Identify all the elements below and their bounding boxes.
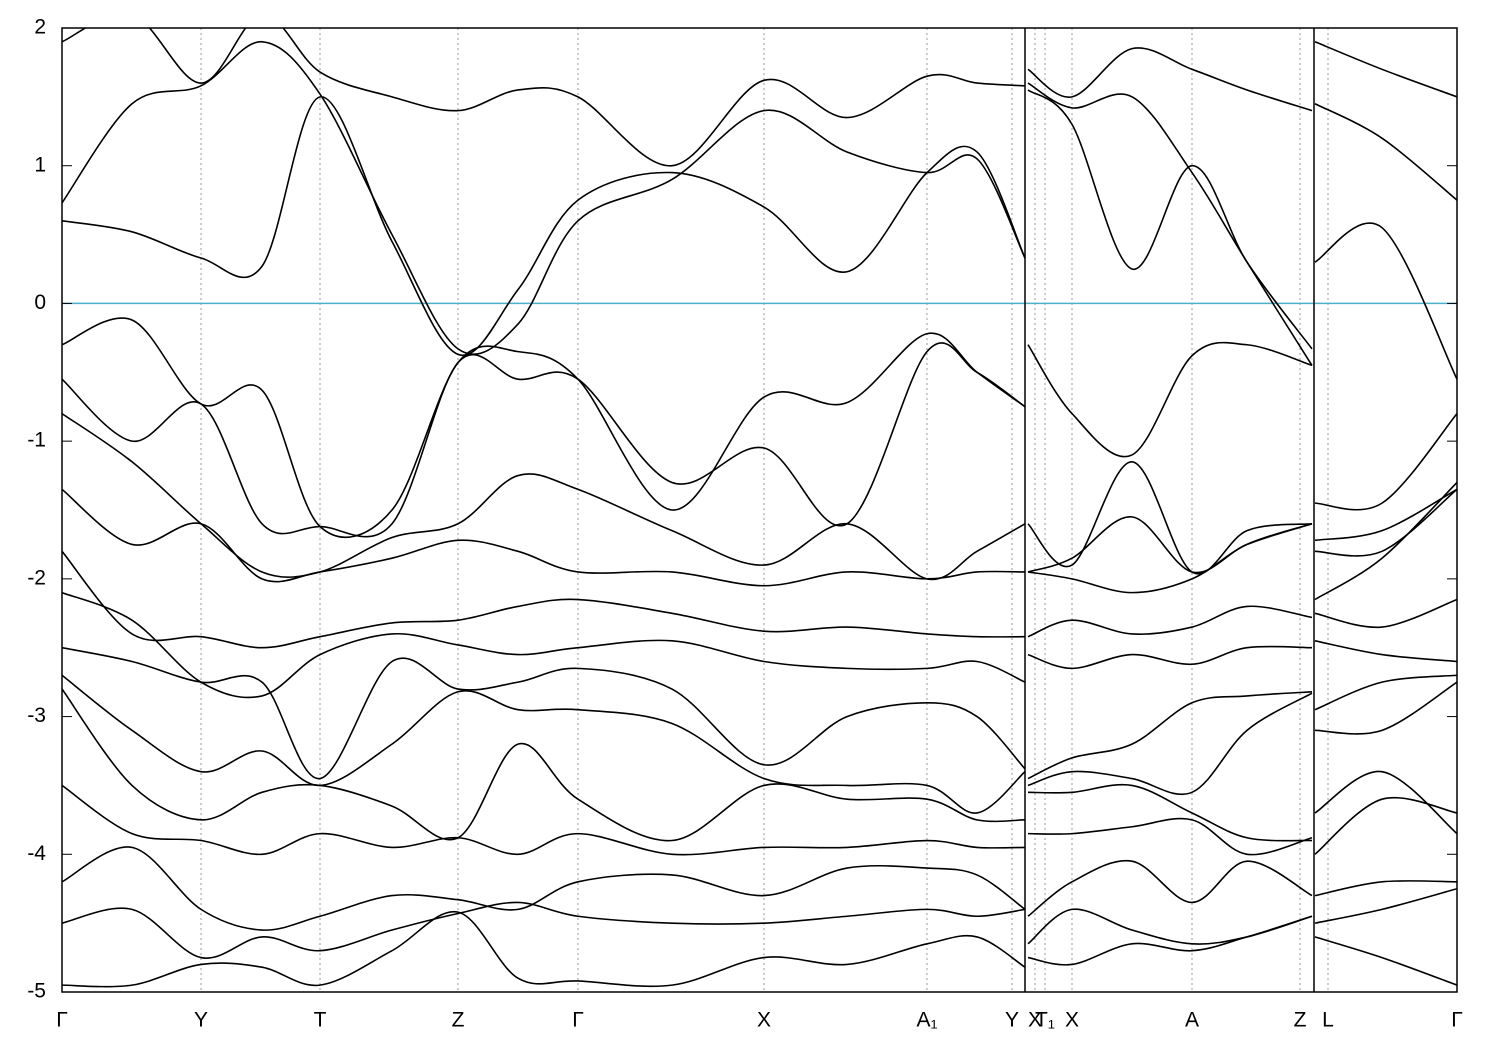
x-tick-label: A: [1185, 1009, 1199, 1032]
y-tick-label: -4: [27, 842, 46, 865]
band-line: [62, 591, 1457, 699]
x-tick-label: T: [314, 1009, 327, 1032]
bands: [62, 28, 1457, 988]
band-line: [62, 28, 1457, 167]
x-tick-label: Y: [194, 1009, 208, 1032]
band-line: [62, 317, 1457, 539]
x-tick-label: Z: [452, 1009, 465, 1032]
x-tick-label: Γ: [572, 1009, 584, 1032]
band-line: [62, 646, 1457, 780]
band-line: [62, 342, 1457, 575]
x-tick-label: Y: [1005, 1009, 1019, 1032]
x-tick-label: A₁: [916, 1009, 937, 1032]
band-line: [62, 784, 1457, 856]
x-tick-label: L: [1322, 1009, 1334, 1032]
band-line: [62, 550, 1457, 649]
x-tick-label: Γ: [56, 1009, 68, 1032]
band-line: [62, 40, 1457, 355]
axis-labels: 210-1-2-3-4-5Γ Y T Z Γ X A₁ Y XT₁ X A Z L Γ: [27, 16, 1462, 1032]
band-line: [62, 846, 1457, 931]
x-tick-label: Z: [1294, 1009, 1307, 1032]
y-tick-label: -3: [27, 704, 46, 727]
plot-frame: [61, 27, 1458, 993]
y-tick-label: 0: [34, 291, 46, 314]
band-line: [62, 674, 1457, 814]
band-line: [62, 412, 1457, 581]
band-line: [62, 481, 1457, 601]
x-tick-label: X: [757, 1009, 771, 1032]
x-tick-label: X: [1065, 1009, 1079, 1032]
band-line: [62, 910, 1457, 988]
band-line: [62, 887, 1457, 959]
y-tick-label: -1: [27, 429, 46, 452]
x-tick-label: X: [1028, 1009, 1042, 1032]
y-tick-label: -2: [27, 566, 46, 589]
band-line: [62, 82, 1457, 380]
x-tick-label: T₁: [1035, 1009, 1055, 1032]
y-tick-label: -5: [27, 980, 46, 1003]
band-line: [62, 688, 1457, 842]
x-tick-label: Γ: [1451, 1009, 1463, 1032]
y-tick-label: 2: [34, 16, 46, 39]
y-tick-label: 1: [34, 153, 46, 176]
